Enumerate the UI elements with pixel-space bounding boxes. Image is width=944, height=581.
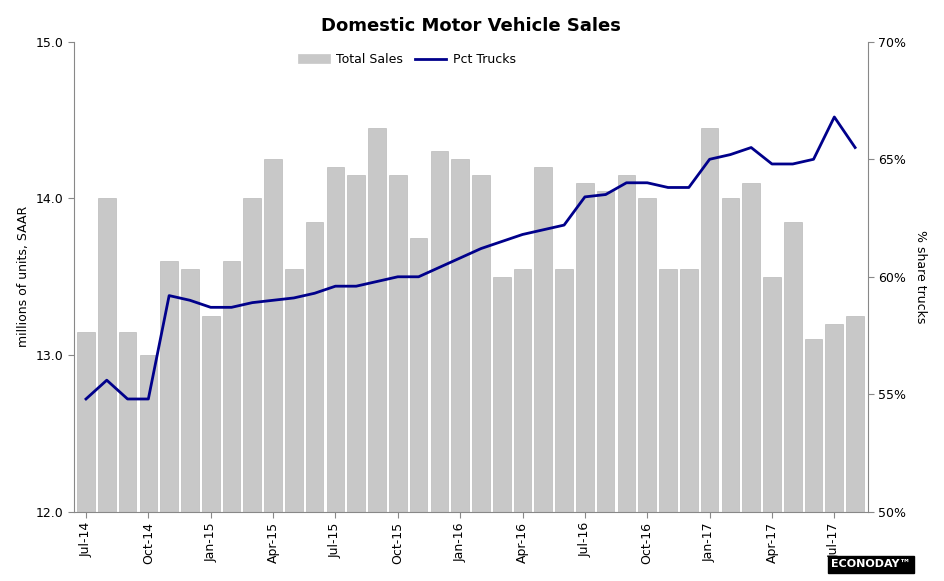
Bar (389, 175, 407, 512)
Bar (493, 277, 511, 512)
Bar (160, 261, 178, 512)
Text: ECONODAY™: ECONODAY™ (832, 560, 911, 569)
Bar (804, 339, 822, 512)
Bar (700, 128, 718, 512)
Bar (742, 183, 760, 512)
Bar (638, 199, 656, 512)
Bar (680, 269, 698, 512)
Bar (264, 159, 282, 512)
Bar (514, 269, 531, 512)
Bar (846, 316, 864, 512)
Bar (451, 159, 469, 512)
Bar (763, 277, 781, 512)
Bar (119, 332, 136, 512)
Bar (825, 324, 843, 512)
Bar (244, 199, 261, 512)
Bar (472, 175, 490, 512)
Bar (555, 269, 573, 512)
Y-axis label: millions of units, SAAR: millions of units, SAAR (17, 206, 29, 347)
Bar (576, 183, 594, 512)
Y-axis label: % share trucks: % share trucks (915, 230, 927, 324)
Bar (617, 175, 635, 512)
Bar (327, 167, 345, 512)
Bar (181, 269, 199, 512)
Bar (347, 175, 365, 512)
Bar (77, 332, 94, 512)
Bar (534, 167, 552, 512)
Bar (223, 261, 241, 512)
Bar (659, 269, 677, 512)
Bar (430, 152, 448, 512)
Bar (98, 199, 115, 512)
Bar (285, 269, 303, 512)
Bar (368, 128, 386, 512)
Bar (140, 355, 158, 512)
Title: Domestic Motor Vehicle Sales: Domestic Motor Vehicle Sales (321, 17, 620, 35)
Bar (721, 199, 739, 512)
Bar (410, 238, 428, 512)
Legend: Total Sales, Pct Trucks: Total Sales, Pct Trucks (294, 48, 521, 71)
Bar (784, 222, 801, 512)
Bar (306, 222, 324, 512)
Bar (597, 191, 615, 512)
Bar (202, 316, 220, 512)
